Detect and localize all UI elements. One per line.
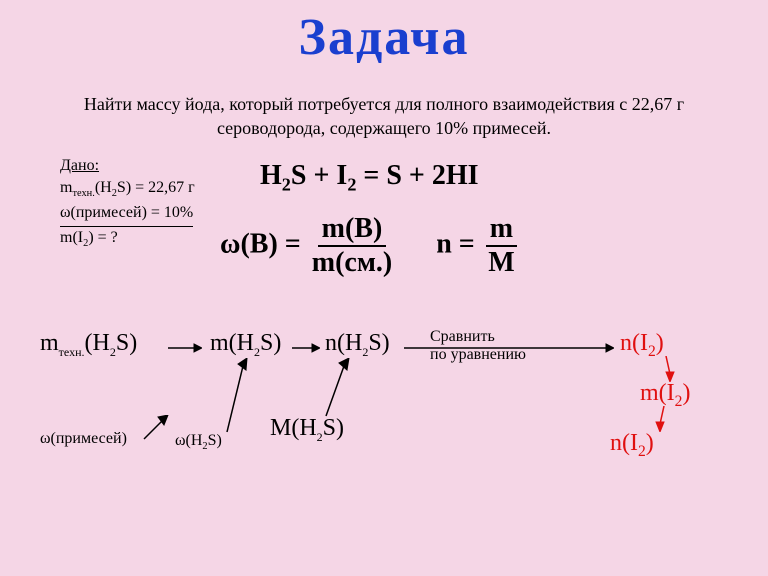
arrow-2 <box>292 342 320 354</box>
slide-title: Задача <box>299 8 470 67</box>
formula-omega: ω(B) = m(B) m(см.) <box>220 215 396 277</box>
node-n-i2: n(I2) <box>620 330 664 361</box>
problem-text: Найти массу йода, который потребуется дл… <box>60 92 708 141</box>
node-omega-h2s: ω(H2S) <box>175 432 222 452</box>
arrow-1 <box>168 342 202 354</box>
dano-line1: mтехн.(H2S) = 22,67 г <box>60 179 195 196</box>
node-n-i2-2: n(I2) <box>610 430 654 461</box>
dano-label: Дано: <box>60 157 99 174</box>
dano-line3: m(I2) = ? <box>60 229 118 246</box>
arrow-down-2 <box>652 406 670 432</box>
formula-n: n = m M <box>436 215 521 277</box>
formulas-row: ω(B) = m(B) m(см.) n = m M <box>220 215 521 277</box>
arrow-compare <box>404 342 614 354</box>
node-omega-prim: ω(примесей) <box>40 430 127 448</box>
node-M-h2s: M(H2S) <box>270 415 344 445</box>
chem-equation: H2S + I2 = S + 2HI <box>260 160 479 196</box>
flow-diagram: mтехн.(H2S) m(H2S) n(H2S) Сравнить по ур… <box>40 320 728 540</box>
arrow-up-2 <box>225 358 251 434</box>
arrow-down-1 <box>660 356 678 382</box>
given-block: Дано: mтехн.(H2S) = 22,67 г ω(примесей) … <box>60 155 195 251</box>
node-mtech-h2s: mтехн.(H2S) <box>40 330 137 360</box>
arrow-up-1 <box>140 415 170 441</box>
arrow-up-3 <box>322 358 352 418</box>
node-m-h2s: m(H2S) <box>210 330 281 360</box>
node-n-h2s: n(H2S) <box>325 330 390 360</box>
dano-line2: ω(примесей) = 10% <box>60 202 193 226</box>
